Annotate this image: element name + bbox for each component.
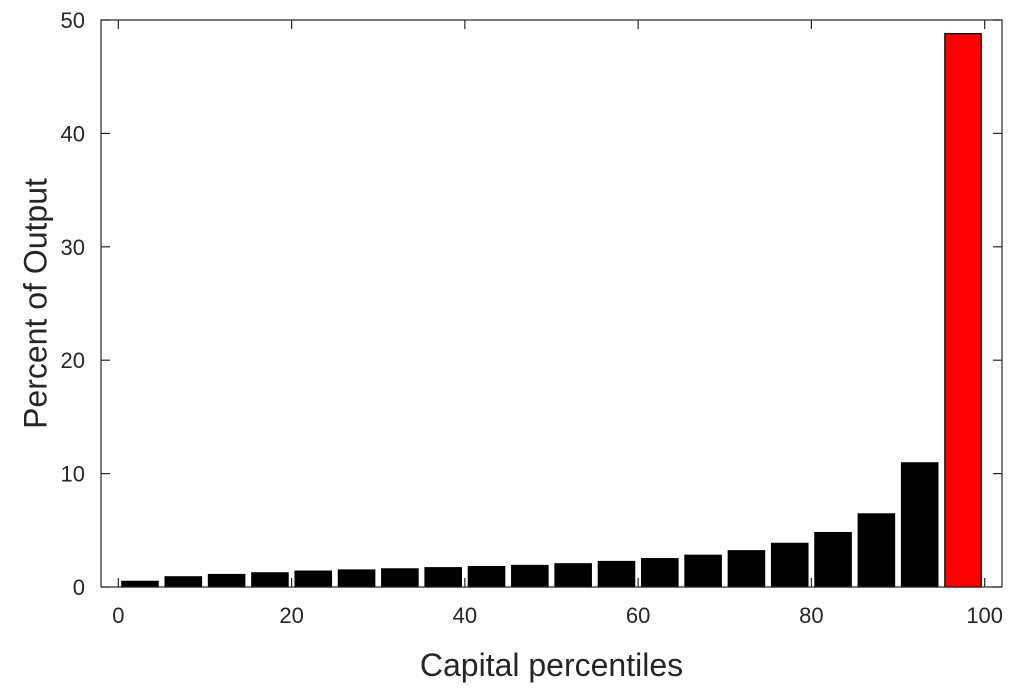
x-tick-label: 20: [279, 603, 303, 628]
ticks-layer: [101, 19, 1002, 588]
bar: [121, 580, 159, 588]
bar-highlighted: [944, 33, 982, 588]
bar: [511, 564, 549, 588]
bar: [684, 554, 722, 588]
bar: [900, 462, 939, 588]
bar: [381, 568, 419, 588]
y-tick-label: 40: [61, 121, 85, 146]
x-tick-label: 0: [112, 603, 124, 628]
x-tick-label: 100: [966, 603, 1003, 628]
x-tick-label: 80: [799, 603, 823, 628]
x-axis-label: Capital percentiles: [420, 647, 683, 683]
x-tick-label: 40: [453, 603, 477, 628]
bar: [164, 576, 203, 588]
bar: [857, 513, 896, 588]
y-axis-label: Percent of Output: [17, 178, 53, 429]
y-tick-label: 10: [61, 462, 85, 487]
bar: [814, 531, 852, 588]
x-tick-labels: 0 20 40 60 80 100: [112, 603, 1003, 628]
bar: [727, 550, 766, 588]
bar: [424, 567, 462, 588]
x-tick-label: 60: [626, 603, 650, 628]
bar: [207, 573, 246, 588]
bar: [251, 572, 289, 588]
y-tick-label: 20: [61, 348, 85, 373]
bar: [554, 563, 592, 588]
bar: [597, 560, 636, 588]
y-tick-label: 0: [73, 575, 85, 600]
bar: [337, 569, 376, 588]
bar: [640, 558, 679, 588]
plot-area-box: [100, 19, 1003, 588]
bars-layer: [121, 33, 982, 588]
bar: [467, 565, 506, 588]
y-tick-label: 30: [61, 235, 85, 260]
y-tick-label: 50: [61, 8, 85, 33]
bar: [770, 542, 809, 588]
bar: [294, 570, 333, 588]
y-tick-labels: 0 10 20 30 40 50: [61, 8, 85, 600]
